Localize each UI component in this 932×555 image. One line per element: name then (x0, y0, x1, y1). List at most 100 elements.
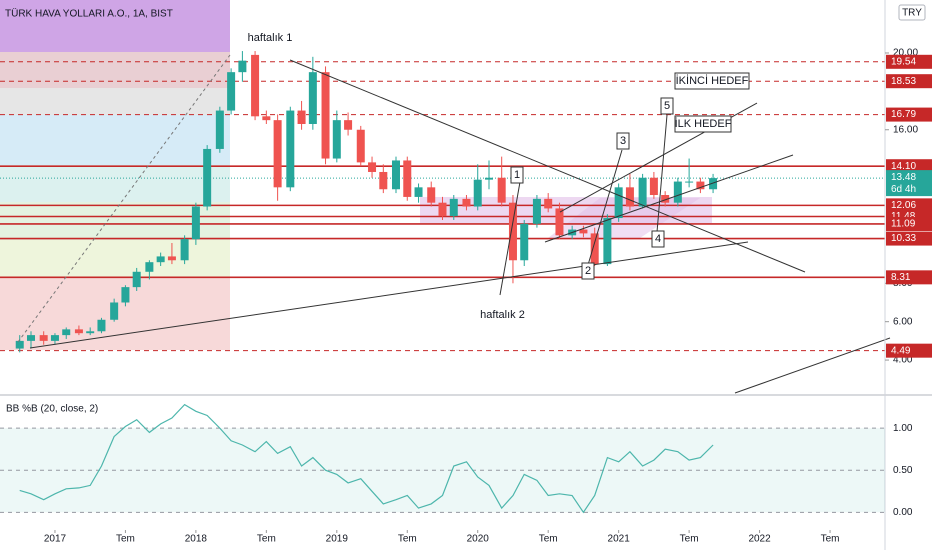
candle-body (508, 202, 517, 261)
level-label: 11.48 (891, 211, 916, 222)
level-label: 19.54 (891, 56, 916, 67)
candle-body (180, 239, 189, 261)
level-label: 16.79 (891, 109, 916, 120)
x-tick-label: Tem (398, 534, 417, 545)
candle-body (227, 72, 236, 111)
level-label: 8.31 (891, 272, 911, 283)
annotation: İLK HEDEF (675, 117, 732, 130)
candle-body (427, 187, 436, 203)
candle-body (673, 181, 682, 203)
symbol-title: TÜRK HAVA YOLLARI A.O., 1A, BIST (5, 8, 173, 20)
candle-body (532, 198, 541, 224)
candle-body (110, 302, 119, 320)
annotation-box (651, 230, 665, 248)
annotation: 1 (514, 169, 520, 181)
level-label: 14.10 (891, 161, 916, 172)
y-tick-label: 16.00 (893, 124, 918, 135)
trendlines (17, 54, 891, 394)
annotation: haftalık 2 (480, 309, 525, 321)
last-price-box (886, 170, 932, 197)
candle-body (344, 120, 353, 130)
candle-body (191, 206, 200, 240)
indicator (0, 403, 885, 514)
level-label-box (886, 54, 932, 69)
bb-line (19, 403, 714, 514)
candle-body (74, 329, 83, 334)
annotation: 2 (585, 265, 591, 277)
level-label-box (886, 198, 932, 213)
annotation: 4 (655, 233, 661, 245)
candle-body (544, 198, 553, 209)
level-label-box (886, 270, 932, 285)
candle-body (403, 160, 412, 197)
level-label: 11.09 (891, 219, 916, 230)
last-price-label: 13.48 (891, 172, 916, 183)
candle-body (473, 179, 482, 207)
candle-body (485, 177, 494, 180)
annotation-box (240, 30, 300, 46)
candle-body (238, 60, 247, 73)
annotation-box (674, 115, 732, 133)
candle-body (638, 177, 647, 207)
candle-body (462, 198, 471, 207)
level-label-box (886, 343, 932, 358)
currency-box (898, 4, 926, 21)
candle-body (27, 335, 36, 341)
annotation: haftalık 1 (248, 32, 293, 44)
x-tick-label: 2022 (748, 534, 771, 545)
candle-body (308, 72, 317, 124)
candle-body (39, 335, 48, 341)
candle-body (251, 54, 260, 117)
candle-body (555, 208, 564, 236)
candle-body (321, 72, 330, 159)
candle-body (121, 287, 130, 303)
y-tick-label: 0.00 (893, 507, 913, 518)
candle-body (379, 171, 388, 190)
annotation-box (510, 166, 524, 184)
candle-body (203, 148, 212, 207)
candle-body (709, 178, 718, 190)
annotations: haftalık 1 haftalık 2 İKİNCİ HEDEF İLK HEDE… (240, 30, 750, 323)
level-label-box (886, 74, 932, 89)
annotation-box (616, 132, 630, 150)
fib-bands (0, 0, 230, 350)
candle-body (449, 198, 458, 217)
candle-body (603, 218, 612, 265)
candle-body (156, 256, 165, 263)
candle-body (286, 110, 295, 188)
level-label-box (886, 231, 932, 246)
candle-body (297, 110, 306, 124)
candle-body (520, 223, 529, 261)
y-tick-label: 20.00 (893, 48, 918, 59)
candle-body (86, 331, 95, 334)
y-tick-label: 4.00 (893, 355, 913, 366)
candle-body (167, 256, 176, 261)
x-tick-label: Tem (116, 534, 135, 545)
level-label-box (886, 216, 932, 231)
annotation-box (660, 97, 674, 115)
candle-body (661, 195, 670, 203)
x-tick-label: Tem (821, 534, 840, 545)
candle-body (215, 110, 224, 149)
candle-body (15, 340, 24, 349)
x-tick-label: 2018 (185, 534, 208, 545)
indicator-title: BB %B (20, close, 2) (6, 404, 98, 415)
candle-body (62, 329, 71, 336)
countdown-label: 6d 4h (891, 184, 916, 195)
candle-body (262, 116, 271, 121)
candle-body (649, 177, 658, 196)
level-label: 12.06 (891, 200, 916, 211)
level-label: 10.33 (891, 233, 916, 244)
candle-body (368, 162, 377, 172)
candle-body (590, 233, 599, 265)
candle-body (356, 129, 365, 163)
candle-body (497, 177, 506, 203)
annotation-box (674, 72, 750, 90)
level-label: 18.53 (891, 76, 916, 87)
annotation: İKİNCİ HEDEF (676, 74, 749, 87)
annotation-box (581, 262, 595, 280)
candle-body (579, 229, 588, 234)
y-tick-label: 0.50 (893, 465, 913, 476)
candle-body (132, 271, 141, 288)
